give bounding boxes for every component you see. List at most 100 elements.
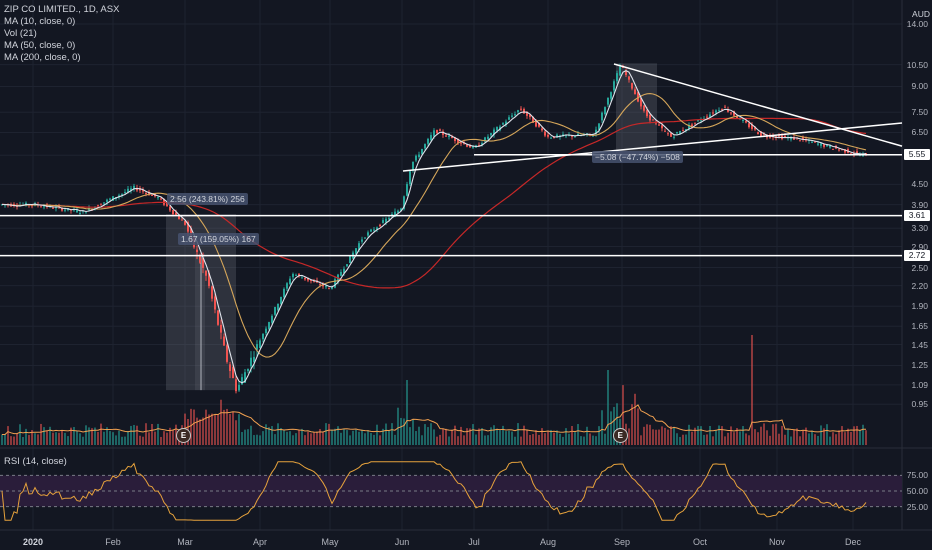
volume-bar — [67, 436, 69, 445]
time-axis-label: Apr — [252, 537, 268, 547]
volume-bar — [481, 428, 483, 445]
volume-bar — [91, 428, 93, 445]
volume-bar — [304, 435, 306, 445]
volume-bar — [817, 435, 819, 445]
volume-bar — [268, 427, 270, 445]
candle — [169, 206, 171, 211]
rsi-axis-label: 75.00 — [906, 470, 928, 481]
volume-bar — [622, 385, 624, 445]
measure-box — [195, 254, 205, 391]
volume-bar — [493, 425, 495, 445]
rsi-legend[interactable]: RSI (14, close) — [4, 456, 67, 467]
volume-bar — [289, 431, 291, 445]
candle — [523, 108, 525, 114]
volume-bar — [841, 426, 843, 445]
candle — [784, 135, 786, 138]
volume-bar — [718, 425, 720, 445]
volume-bar — [232, 412, 234, 445]
volume-bar — [712, 436, 714, 445]
volume-bar — [703, 434, 705, 445]
volume-bar — [604, 433, 606, 445]
candle — [838, 149, 840, 151]
candle — [85, 212, 87, 214]
price-axis-label: 1.90 — [911, 301, 928, 312]
volume-bar — [241, 432, 243, 445]
volume-bar — [265, 424, 267, 445]
volume-bar — [808, 433, 810, 445]
volume-bar — [406, 380, 408, 445]
volume-bar — [691, 431, 693, 445]
volume-bar — [826, 424, 828, 445]
ma200-legend[interactable]: MA (200, close, 0) — [4, 52, 81, 63]
candle — [307, 277, 309, 281]
candle — [829, 145, 831, 148]
earnings-marker[interactable]: E — [176, 428, 191, 443]
volume-bar — [409, 427, 411, 445]
ma50-legend[interactable]: MA (50, close, 0) — [4, 40, 76, 51]
candle — [424, 144, 426, 149]
candle — [367, 232, 369, 236]
time-axis-label: Dec — [844, 537, 862, 547]
volume-bar — [286, 431, 288, 445]
candle — [730, 112, 732, 114]
volume-bar — [235, 420, 237, 445]
candle — [790, 137, 792, 140]
volume-bar — [571, 425, 573, 445]
volume-bar — [28, 434, 30, 445]
price-axis-label: 1.65 — [911, 321, 928, 332]
volume-bar — [856, 425, 858, 445]
volume-bar — [844, 432, 846, 445]
volume-bar — [211, 413, 213, 445]
candle — [511, 115, 513, 117]
volume-bar — [277, 423, 279, 445]
volume-legend[interactable]: Vol (21) — [4, 28, 37, 39]
candle — [637, 92, 639, 102]
candle — [850, 153, 852, 155]
candle — [496, 126, 498, 131]
candle — [151, 194, 153, 196]
candle — [265, 328, 267, 334]
volume-bar — [166, 432, 168, 445]
volume-bar — [529, 434, 531, 445]
volume-bar — [115, 435, 117, 445]
candle — [820, 143, 822, 146]
volume-bar — [133, 424, 135, 445]
candle — [328, 287, 330, 289]
candle — [427, 138, 429, 144]
volume-bar — [598, 426, 600, 445]
volume-bar — [154, 431, 156, 445]
volume-bar — [433, 429, 435, 445]
candle — [844, 149, 846, 153]
candle — [295, 274, 297, 276]
volume-bar — [127, 430, 129, 445]
candle — [448, 135, 450, 137]
time-axis-label: Jun — [394, 537, 410, 547]
volume-bar — [655, 429, 657, 445]
candle — [502, 123, 504, 125]
price-axis-label: 14.00 — [906, 19, 928, 29]
candle — [172, 210, 174, 215]
volume-bar — [508, 430, 510, 445]
moving-averages — [1, 69, 867, 384]
volume-bar — [421, 435, 423, 445]
candle — [451, 136, 453, 139]
candle — [811, 141, 813, 143]
price-axis-label: 2.50 — [911, 262, 928, 273]
ma10-legend[interactable]: MA (10, close, 0) — [4, 16, 76, 27]
candle — [754, 127, 756, 130]
candle — [61, 208, 63, 211]
volume-bar — [424, 424, 426, 445]
volume-bar — [775, 423, 777, 445]
volume-bar — [169, 427, 171, 445]
volume-bar — [1, 434, 3, 445]
volume-bar — [217, 414, 219, 445]
volume-bar — [19, 424, 21, 445]
candle — [601, 112, 603, 121]
symbol-title[interactable]: ZIP CO LIMITED., 1D, ASX — [4, 4, 120, 15]
volume-bar — [445, 428, 447, 445]
candle — [259, 340, 261, 349]
candle — [598, 123, 600, 130]
earnings-marker[interactable]: E — [612, 428, 628, 443]
volume-bar — [412, 419, 414, 445]
